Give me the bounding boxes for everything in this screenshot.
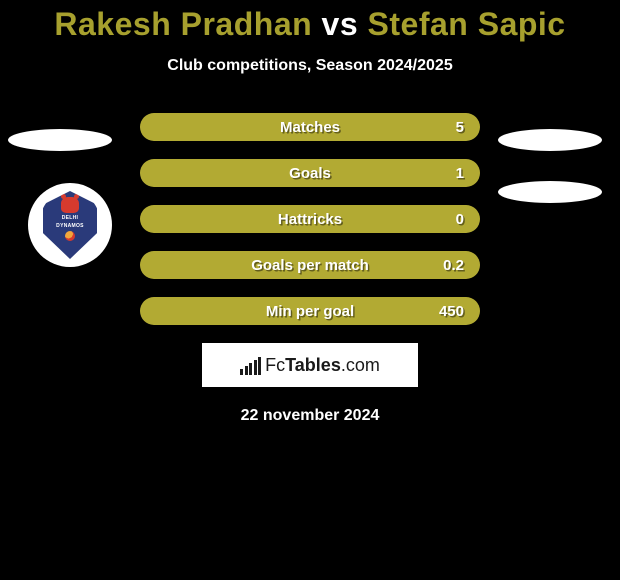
stat-value: 0.2 [443, 257, 464, 274]
vs-word: vs [322, 6, 359, 42]
stat-value: 1 [456, 165, 464, 182]
logo-bar [258, 357, 261, 375]
stat-value: 450 [439, 303, 464, 320]
chart-bars-icon [240, 355, 261, 375]
stat-row: Matches 5 [0, 113, 620, 141]
stats-area: DELHI DYNAMOS Matches5Goals1Hattricks0Go… [0, 113, 620, 325]
season-subtitle: Club competitions, Season 2024/2025 [0, 57, 620, 75]
logo-bar [254, 360, 257, 375]
stat-bar: Matches 5 [140, 113, 480, 141]
footer-logo[interactable]: FcTables.com [202, 343, 418, 387]
brand-suffix: .com [341, 355, 380, 375]
footer-logo-text: FcTables.com [265, 355, 380, 376]
stat-label: Goals [289, 165, 331, 182]
player1-name: Rakesh Pradhan [54, 6, 312, 42]
player2-name: Stefan Sapic [368, 6, 566, 42]
logo-bar [240, 369, 243, 375]
stat-row: Goals per match 0.2 [0, 251, 620, 279]
snapshot-date: 22 november 2024 [0, 407, 620, 425]
stat-value: 0 [456, 211, 464, 228]
stat-value: 5 [456, 119, 464, 136]
stat-row: Goals 1 [0, 159, 620, 187]
stat-bar: Goals per match 0.2 [140, 251, 480, 279]
logo-bar [245, 366, 248, 375]
stat-label: Goals per match [251, 257, 369, 274]
stat-bar: Hattricks 0 [140, 205, 480, 233]
brand-main: Tables [285, 355, 341, 375]
stat-label: Matches [280, 119, 340, 136]
logo-bar [249, 363, 252, 375]
comparison-title: Rakesh Pradhan vs Stefan Sapic [0, 0, 620, 43]
stat-row: Min per goal 450 [0, 297, 620, 325]
stat-label: Min per goal [266, 303, 354, 320]
stat-bar: Min per goal 450 [140, 297, 480, 325]
stat-row: Hattricks 0 [0, 205, 620, 233]
stat-bar: Goals 1 [140, 159, 480, 187]
brand-prefix: Fc [265, 355, 285, 375]
stat-label: Hattricks [278, 211, 342, 228]
